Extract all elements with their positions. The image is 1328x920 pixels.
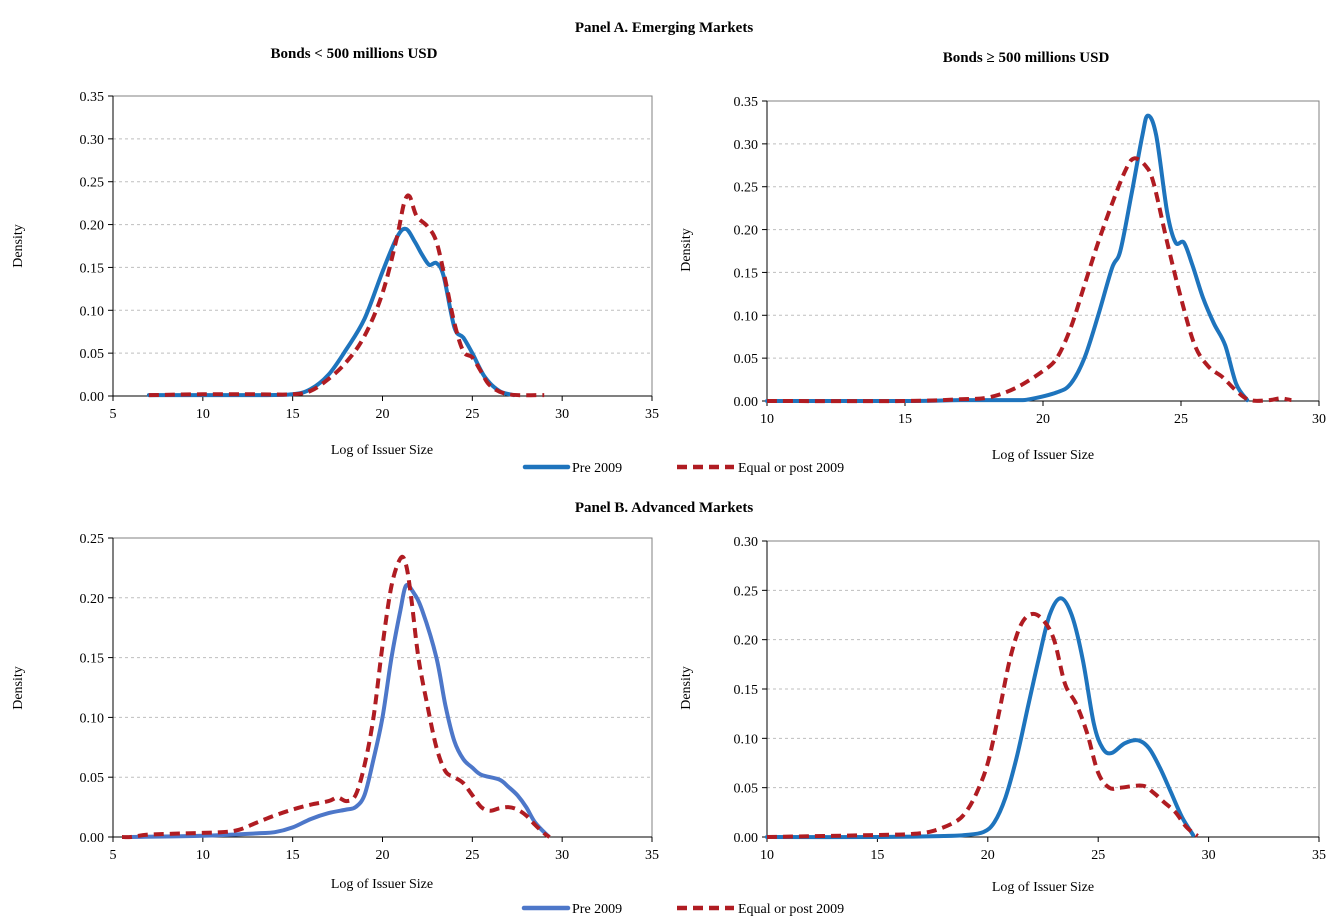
y-tick-label: 0.25 <box>80 532 105 547</box>
y-tick-label: 0.05 <box>80 347 105 362</box>
x-axis-label: Log of Issuer Size <box>331 877 433 892</box>
y-tick-label: 0.25 <box>80 176 105 191</box>
y-tick-label: 0.20 <box>734 634 759 649</box>
x-tick-label: 5 <box>110 848 117 863</box>
y-tick-label: 0.25 <box>734 584 759 599</box>
y-tick-label: 0.00 <box>734 395 759 410</box>
y-tick-label: 0.05 <box>80 771 105 786</box>
chart-a-left: Bonds < 500 millions USD Density Log of … <box>11 46 659 458</box>
y-tick-label: 0.35 <box>80 90 105 105</box>
chart-title: Bonds < 500 millions USD <box>271 46 438 62</box>
x-tick-label: 30 <box>1312 412 1326 427</box>
x-tick-label: 10 <box>760 848 774 863</box>
series-line-post-2009 <box>148 193 545 398</box>
series-line-pre-2009 <box>146 226 516 398</box>
y-axis-label: Density <box>679 666 694 710</box>
x-tick-label: 25 <box>1174 412 1188 427</box>
x-tick-label: 20 <box>1036 412 1050 427</box>
x-tick-label: 30 <box>555 848 569 863</box>
panel-a-title: Panel A. Emerging Markets <box>575 20 753 36</box>
x-tick-label: 25 <box>1091 848 1105 863</box>
y-tick-label: 0.10 <box>80 304 105 319</box>
x-tick-label: 10 <box>196 407 210 422</box>
plot-area: 0.00 0.05 0.10 0.15 0.20 0.25 0.30 0.35 10 15 20 25… <box>734 95 1327 427</box>
chart-title: Bonds ≥ 500 millions USD <box>943 50 1110 66</box>
x-tick-label: 10 <box>760 412 774 427</box>
x-tick-label: 35 <box>1312 848 1326 863</box>
y-tick-label: 0.15 <box>734 266 759 281</box>
x-tick-label: 30 <box>555 407 569 422</box>
y-tick-label: 0.10 <box>80 711 105 726</box>
legend-b: Pre 2009 Equal or post 2009 <box>521 902 844 917</box>
panel-b-title: Panel B. Advanced Markets <box>575 500 753 516</box>
plot-frame <box>766 100 1320 402</box>
x-tick-label: 35 <box>645 407 659 422</box>
x-tick-label: 20 <box>376 848 390 863</box>
x-tick-label: 25 <box>465 848 479 863</box>
chart-a-right: Bonds ≥ 500 millions USD Density Log of … <box>679 50 1326 463</box>
legend-label-post-2009: Equal or post 2009 <box>738 461 844 476</box>
y-tick-label: 0.35 <box>734 95 759 110</box>
y-tick-label: 0.30 <box>734 535 759 550</box>
y-tick-label: 0.20 <box>80 219 105 234</box>
y-tick-label: 0.15 <box>80 261 105 276</box>
x-tick-label: 15 <box>898 412 912 427</box>
y-tick-label: 0.30 <box>734 138 759 153</box>
x-tick-label: 15 <box>870 848 884 863</box>
y-axis-label: Density <box>679 228 694 272</box>
legend-label-pre-2009: Pre 2009 <box>572 461 622 476</box>
y-tick-label: 0.20 <box>734 224 759 239</box>
legend-a: Pre 2009 Equal or post 2009 <box>522 461 844 476</box>
series-line-pre-2009 <box>765 113 1250 404</box>
chart-b-right: Density Log of Issuer Size 0.000.050.100… <box>679 535 1326 895</box>
x-tick-label: 5 <box>110 407 117 422</box>
x-axis-label: Log of Issuer Size <box>331 443 433 458</box>
y-tick-label: 0.25 <box>734 181 759 196</box>
y-tick-label: 0.00 <box>80 831 105 846</box>
y-tick-label: 0.05 <box>734 782 759 797</box>
series-line-post-2009 <box>766 611 1199 839</box>
y-tick-label: 0.05 <box>734 352 759 367</box>
y-tick-label: 0.20 <box>80 592 105 607</box>
y-tick-label: 0.15 <box>734 683 759 698</box>
y-tick-label: 0.00 <box>734 831 759 846</box>
plot-area: 0.00 0.05 0.10 0.15 0.20 0.25 0.30 10 15 20 25 30 35 <box>734 535 1327 863</box>
x-axis-label: Log of Issuer Size <box>992 448 1094 463</box>
series-line-pre-2009 <box>129 582 550 839</box>
y-axis-label: Density <box>11 666 26 710</box>
y-tick-label: 0.10 <box>734 309 759 324</box>
y-tick-label: 0.00 <box>80 390 105 405</box>
x-tick-label: 30 <box>1202 848 1216 863</box>
y-axis-label: Density <box>11 224 26 268</box>
x-tick-label: 25 <box>465 407 479 422</box>
plot-area: 0.00 0.05 0.10 0.15 0.20 0.25 0.30 0.35 5 10 15 20 2… <box>80 90 660 422</box>
plot-frame <box>112 95 653 397</box>
legend-label-pre-2009: Pre 2009 <box>572 902 622 917</box>
y-tick-label: 0.10 <box>734 732 759 747</box>
legend-label-post-2009: Equal or post 2009 <box>738 902 844 917</box>
series-line-post-2009 <box>121 554 551 840</box>
series-line-post-2009 <box>766 156 1292 404</box>
y-tick-label: 0.15 <box>80 652 105 667</box>
y-tick-label: 0.30 <box>80 133 105 148</box>
x-tick-label: 20 <box>981 848 995 863</box>
series-line-pre-2009 <box>765 596 1196 840</box>
x-tick-label: 15 <box>286 848 300 863</box>
x-tick-label: 20 <box>376 407 390 422</box>
plot-area: 0.00 0.05 0.10 0.15 0.20 0.25 5 10 15 20 25 30 35 <box>80 532 660 863</box>
chart-b-left: Density Log of Issuer Size 0.000.050.100… <box>11 532 659 892</box>
x-tick-label: 15 <box>286 407 300 422</box>
x-axis-label: Log of Issuer Size <box>992 880 1094 895</box>
plot-frame <box>112 537 653 838</box>
x-tick-label: 10 <box>196 848 210 863</box>
x-tick-label: 35 <box>645 848 659 863</box>
